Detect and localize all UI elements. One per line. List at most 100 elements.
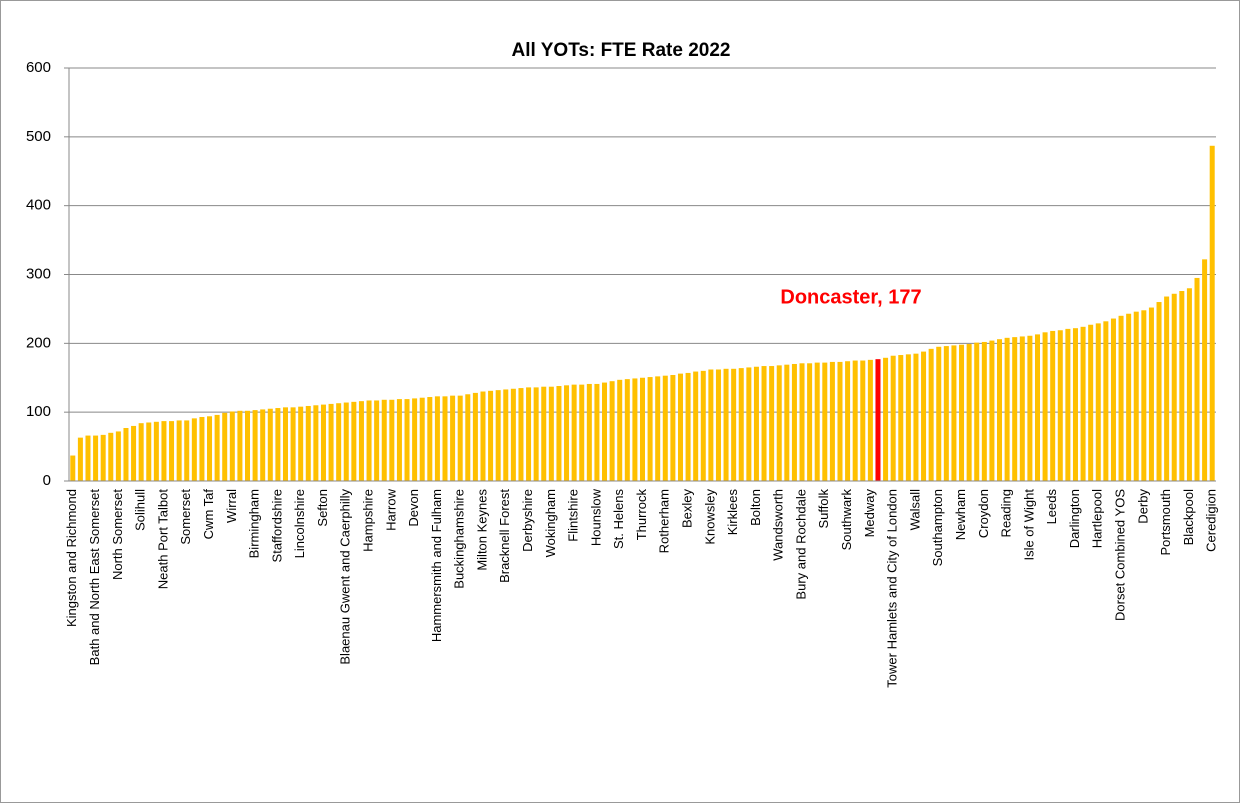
bar — [381, 399, 387, 481]
x-tick-label: Southwark — [839, 489, 854, 551]
x-tick-label: Thurrock — [634, 489, 649, 541]
bar — [959, 344, 965, 481]
x-tick-label: Blaenau Gwent and Caerphilly — [338, 489, 353, 665]
bar — [131, 425, 137, 481]
x-tick-label: Hampshire — [360, 489, 375, 552]
bar — [1179, 291, 1185, 481]
x-tick-label: Bolton — [748, 489, 763, 526]
bar — [503, 389, 509, 481]
x-tick-label: Lincolnshire — [292, 489, 307, 558]
bar — [898, 355, 904, 481]
bar — [1209, 145, 1215, 481]
x-tick-label: Leeds — [1044, 489, 1059, 525]
bar — [548, 386, 554, 481]
bar — [586, 383, 592, 481]
bar — [267, 408, 273, 481]
bar — [229, 411, 235, 481]
bar — [662, 375, 668, 481]
y-tick-label: 200 — [26, 334, 51, 351]
bar — [708, 369, 714, 481]
x-tick-label: Medway — [862, 489, 877, 538]
bar — [510, 388, 516, 481]
x-tick-label: Staffordshire — [269, 489, 284, 562]
bar — [533, 387, 539, 481]
bar — [518, 388, 524, 481]
x-tick-label: Bracknell Forest — [497, 489, 512, 583]
bar — [108, 432, 114, 481]
x-tick-label: Kirklees — [725, 489, 740, 536]
y-tick-label: 500 — [26, 128, 51, 145]
bar — [693, 371, 699, 481]
bar — [427, 397, 433, 481]
bar — [989, 340, 995, 481]
x-tick-label: Wokingham — [543, 489, 558, 557]
x-tick-label: Wandsworth — [771, 489, 786, 561]
bar — [1034, 334, 1041, 481]
bar — [1004, 337, 1010, 481]
bar — [966, 344, 972, 481]
y-tick-label: 400 — [26, 197, 51, 214]
x-tick-label: Darlington — [1067, 489, 1082, 548]
bar — [639, 377, 646, 481]
bar — [465, 394, 471, 481]
bar — [1194, 277, 1200, 481]
bar — [358, 401, 364, 481]
bar — [807, 363, 813, 481]
bar — [564, 385, 570, 481]
bar — [313, 405, 319, 481]
x-tick-label: Portsmouth — [1158, 489, 1173, 555]
bar — [837, 361, 843, 481]
bar — [260, 409, 266, 481]
bar — [1088, 324, 1094, 481]
bar — [799, 363, 805, 481]
x-tick-label: Wirral — [224, 489, 239, 523]
bar — [1141, 310, 1147, 481]
x-tick-label: Bexley — [680, 489, 695, 529]
bar — [791, 363, 797, 481]
bar — [328, 403, 334, 481]
x-tick-label: Croydon — [976, 489, 991, 538]
bar — [670, 374, 676, 481]
x-tick-label: Dorset Combined YOS — [1112, 489, 1127, 621]
x-tick-label: Buckinghamshire — [452, 489, 467, 589]
bar — [1148, 307, 1154, 481]
bar — [396, 399, 402, 481]
x-tick-label: Neath Port Talbot — [155, 489, 170, 590]
x-tick-label: Kingston and Richmond — [64, 489, 79, 627]
bar — [579, 384, 585, 481]
bar — [1019, 336, 1025, 481]
y-tick-label: 600 — [26, 59, 51, 76]
y-tick-label: 300 — [26, 265, 51, 282]
bar — [70, 455, 76, 481]
bar — [161, 421, 167, 481]
bar — [677, 373, 683, 481]
x-tick-label: Blackpool — [1181, 489, 1196, 545]
bar — [1133, 311, 1139, 481]
x-tick-label: Harrow — [383, 488, 398, 531]
bar — [138, 423, 144, 481]
bar — [374, 400, 380, 481]
x-tick-label: Bury and Rochdale — [793, 489, 808, 600]
bar — [77, 437, 83, 481]
bar — [776, 365, 782, 481]
bar — [207, 416, 213, 481]
bar — [351, 401, 357, 481]
bar — [1080, 326, 1086, 481]
bar — [1050, 330, 1056, 481]
bar — [829, 361, 835, 481]
x-tick-label: Bath and North East Somerset — [87, 489, 102, 666]
bar — [1057, 330, 1063, 481]
bar — [434, 396, 440, 481]
bar — [115, 431, 121, 481]
bar — [404, 399, 410, 481]
bar — [184, 420, 190, 481]
bar — [594, 383, 600, 481]
bar — [723, 368, 729, 481]
x-tick-label: Suffolk — [816, 489, 831, 529]
x-tick-label: Hartlepool — [1090, 489, 1105, 548]
bar — [1072, 328, 1078, 481]
bar — [176, 420, 182, 481]
x-tick-label: Reading — [999, 489, 1014, 537]
bar — [244, 410, 251, 481]
bar — [867, 359, 873, 481]
